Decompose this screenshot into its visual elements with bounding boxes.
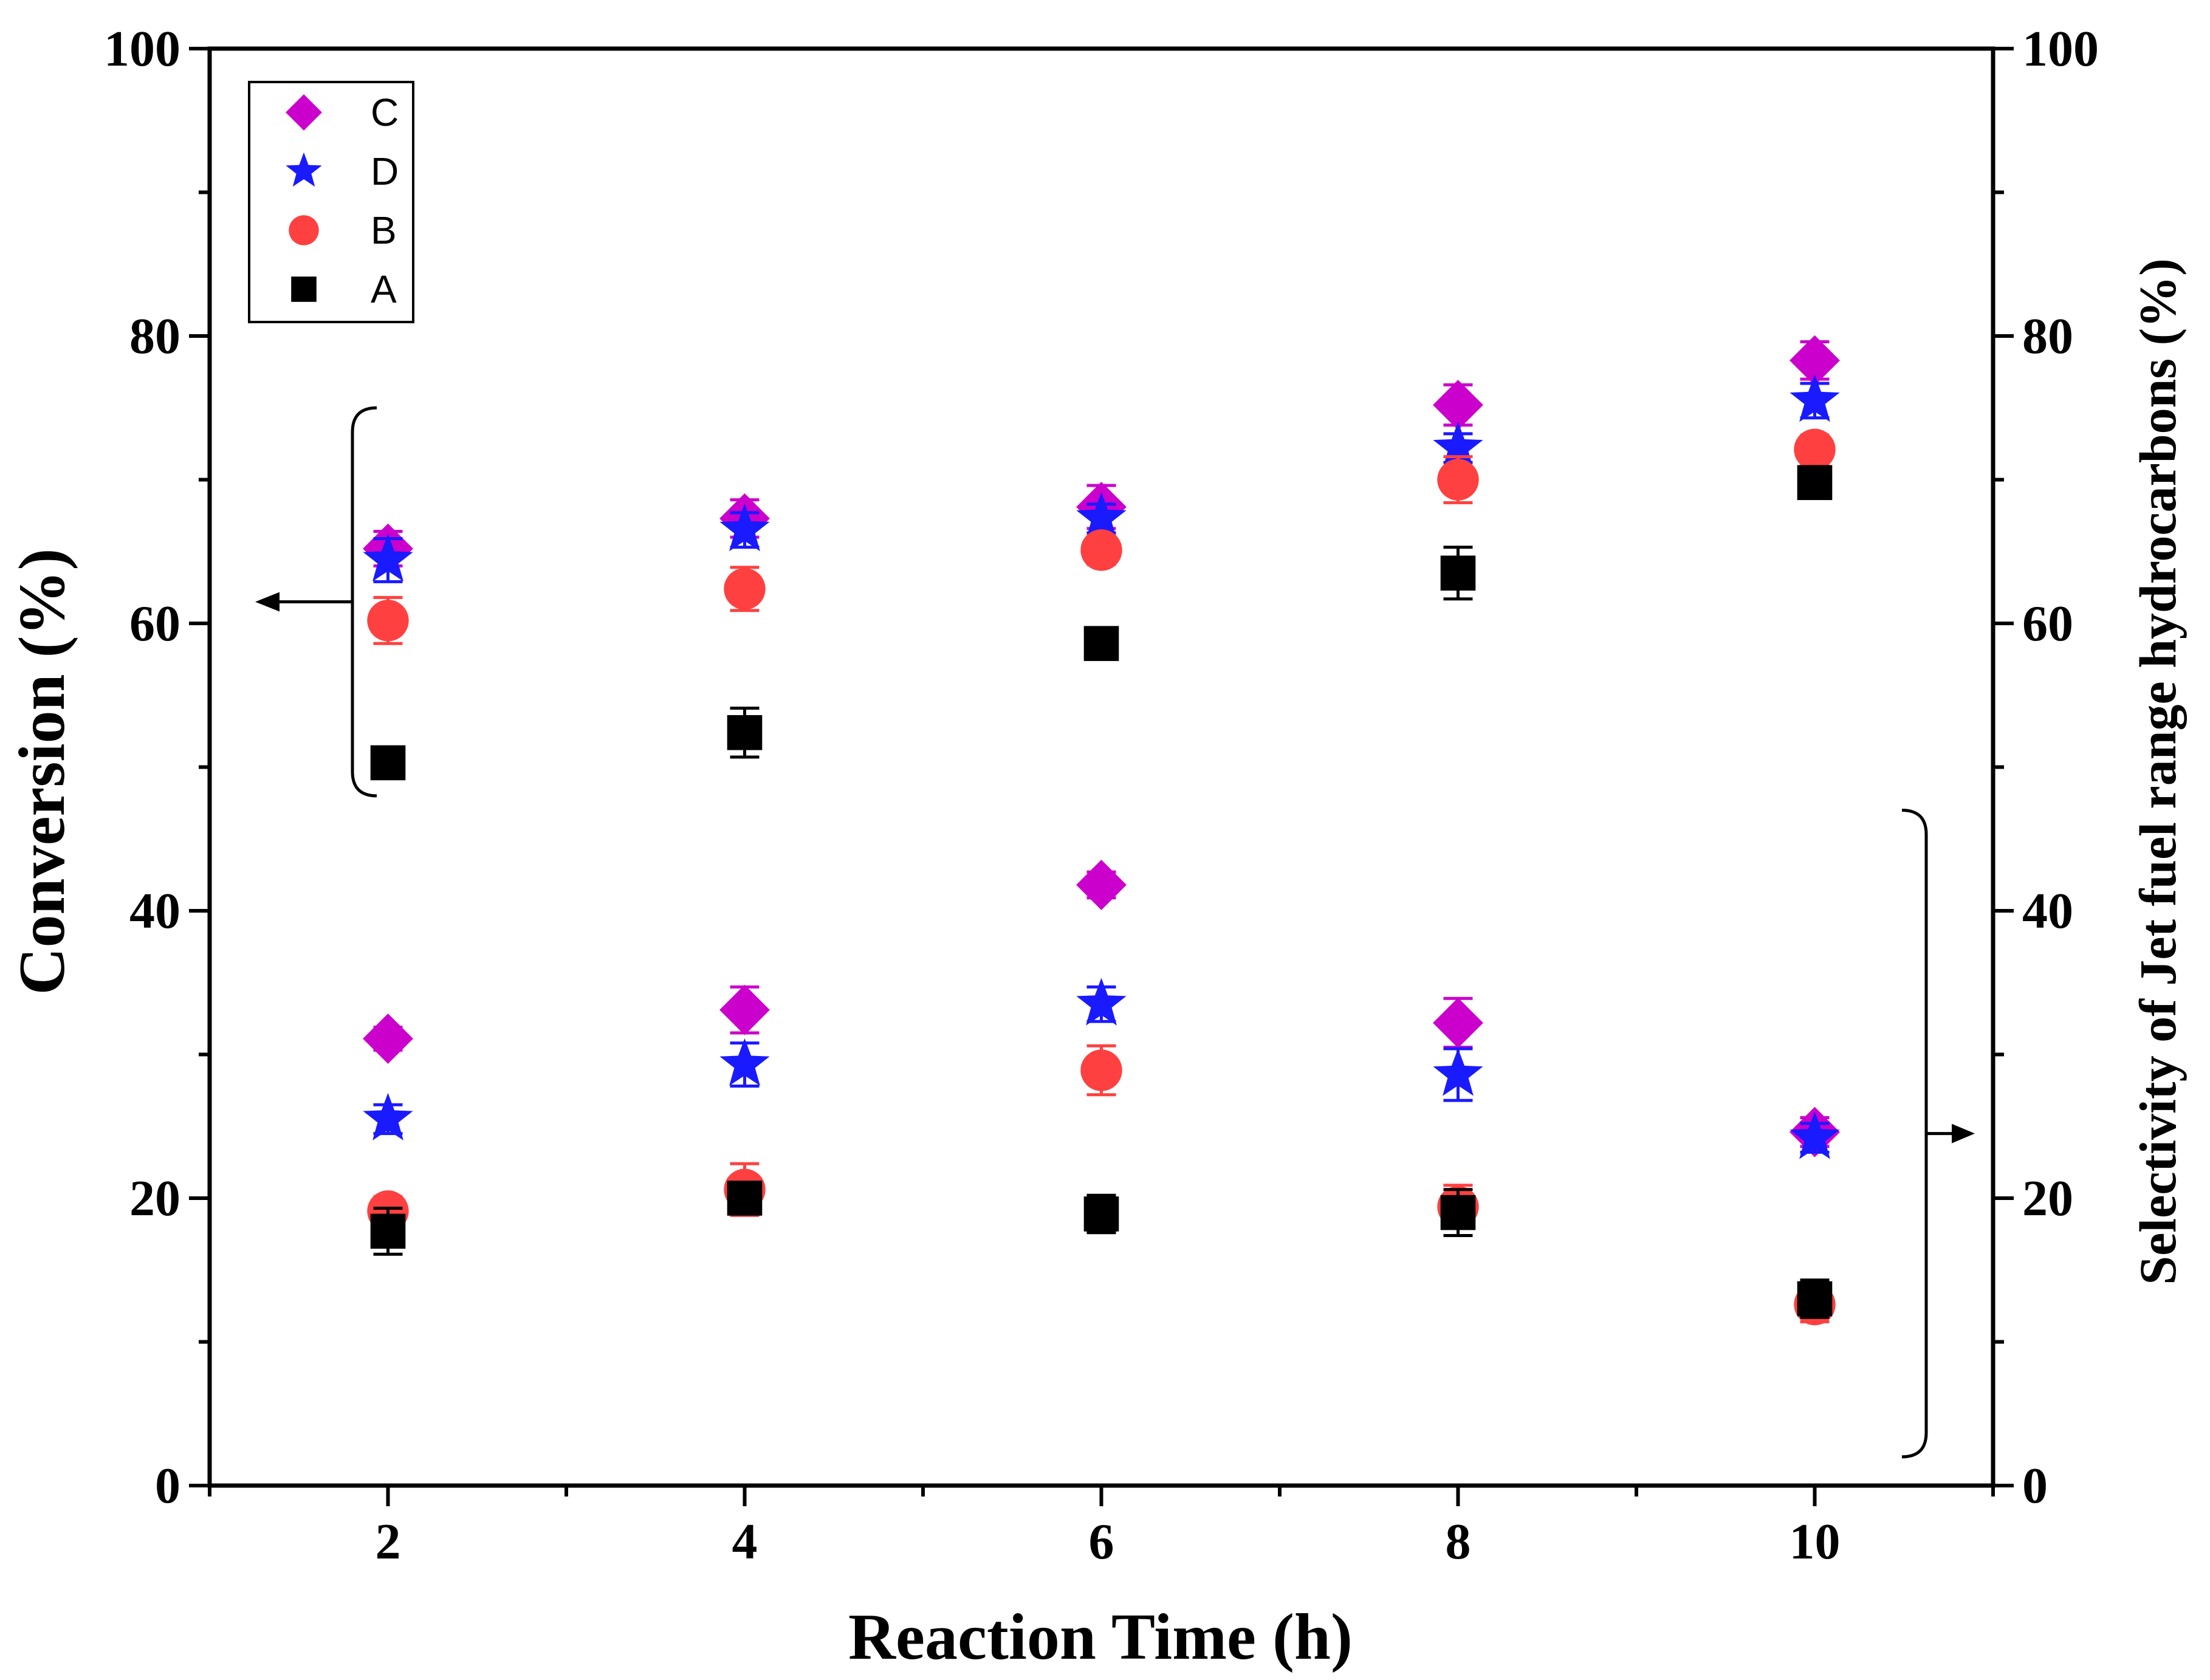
y-right-tick-label: 0 bbox=[2022, 1458, 2048, 1514]
data-point bbox=[1433, 422, 1483, 470]
series-conversion-D bbox=[363, 374, 1840, 583]
selectivity-arrow-head bbox=[1952, 1123, 1975, 1143]
y-left-tick-label: 20 bbox=[129, 1170, 180, 1227]
legend-box bbox=[248, 81, 414, 323]
data-point bbox=[363, 1092, 413, 1140]
data-point bbox=[1433, 1048, 1483, 1096]
x-axis-title: Reaction Time (h) bbox=[848, 1601, 1353, 1673]
data-point bbox=[370, 745, 406, 781]
data-point bbox=[1080, 1049, 1122, 1091]
data-point bbox=[1083, 626, 1119, 661]
legend-marker-D bbox=[286, 152, 322, 187]
data-point bbox=[719, 1038, 770, 1086]
data-point bbox=[1797, 465, 1833, 501]
annotation-layer bbox=[255, 406, 1975, 1459]
data-point bbox=[1794, 428, 1836, 471]
y-right-tick-label: 100 bbox=[2022, 21, 2099, 77]
legend-label-B: B bbox=[371, 208, 397, 252]
x-tick-label: 8 bbox=[1446, 1514, 1471, 1570]
data-point bbox=[1790, 1111, 1840, 1159]
y-right-tick-label: 20 bbox=[2022, 1170, 2073, 1227]
y-left-tick-label: 60 bbox=[129, 595, 180, 652]
data-point bbox=[1076, 492, 1127, 540]
series-selectivity-A bbox=[370, 1181, 1833, 1319]
y-axis-right-title: Selectivity of Jet fuel range hydrocarbo… bbox=[2129, 258, 2187, 1284]
data-point bbox=[367, 600, 409, 642]
y-left-tick-label: 0 bbox=[155, 1458, 180, 1514]
data-point bbox=[1797, 1281, 1833, 1317]
legend-label-A: A bbox=[371, 267, 397, 311]
y-left-tick-label: 80 bbox=[129, 308, 180, 365]
conversion-arrow-head bbox=[255, 592, 280, 612]
legend-marker-B bbox=[289, 215, 319, 245]
data-point bbox=[719, 504, 770, 552]
series-selectivity-D bbox=[363, 978, 1840, 1159]
data-point bbox=[1437, 459, 1479, 501]
x-tick-label: 4 bbox=[732, 1514, 758, 1570]
x-tick-label: 6 bbox=[1089, 1514, 1114, 1570]
x-tick-label: 10 bbox=[1790, 1514, 1841, 1570]
y-left-tick-label: 100 bbox=[104, 21, 180, 77]
data-point bbox=[1433, 998, 1483, 1048]
data-point bbox=[1440, 555, 1476, 591]
legend-marker-C bbox=[286, 94, 322, 131]
x-tick-label: 2 bbox=[376, 1514, 401, 1570]
data-point bbox=[1790, 374, 1840, 422]
series-conversion-B bbox=[367, 428, 1836, 645]
y-right-tick-label: 60 bbox=[2022, 595, 2073, 652]
data-point bbox=[1790, 335, 1840, 386]
data-point bbox=[727, 1181, 763, 1216]
legend-marker-A bbox=[291, 276, 317, 302]
data-point bbox=[1083, 1196, 1119, 1232]
y-right-tick-label: 40 bbox=[2022, 883, 2073, 939]
legend-label-C: C bbox=[371, 91, 399, 134]
data-point bbox=[1076, 978, 1127, 1026]
data-point bbox=[1080, 529, 1122, 571]
y-right-tick-label: 80 bbox=[2022, 308, 2073, 365]
series-selectivity-C bbox=[363, 860, 1840, 1157]
data-point bbox=[724, 568, 766, 610]
marks-layer bbox=[363, 335, 1840, 1326]
y-left-tick-label: 40 bbox=[129, 883, 180, 939]
data-point bbox=[1076, 860, 1127, 910]
series-conversion-A bbox=[370, 465, 1833, 781]
data-point bbox=[719, 984, 770, 1035]
data-point bbox=[363, 533, 413, 581]
y-axis-left-title: Conversion (%) bbox=[6, 549, 78, 995]
legend-label-D: D bbox=[371, 149, 399, 193]
data-point bbox=[727, 715, 763, 750]
data-point bbox=[370, 1213, 406, 1249]
data-point bbox=[1440, 1195, 1476, 1230]
data-point bbox=[363, 1013, 413, 1064]
data-point bbox=[1433, 380, 1483, 430]
